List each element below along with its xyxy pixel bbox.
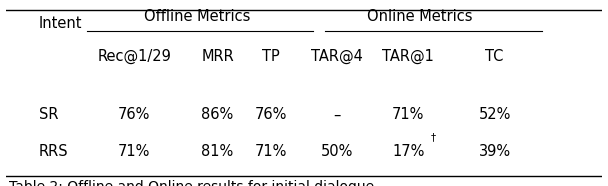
Text: 76%: 76% — [118, 107, 150, 122]
Text: 71%: 71% — [118, 144, 150, 159]
Text: Table 2: Offline and Online results for initial dialogue: Table 2: Offline and Online results for … — [9, 180, 374, 186]
Text: TAR@1: TAR@1 — [382, 49, 434, 64]
Text: 17%: 17% — [392, 144, 424, 159]
Text: 71%: 71% — [392, 107, 424, 122]
Text: 86%: 86% — [201, 107, 233, 122]
Text: –: – — [333, 107, 340, 122]
Text: TC: TC — [485, 49, 504, 64]
Text: 71%: 71% — [255, 144, 288, 159]
Text: Rec@1/29: Rec@1/29 — [97, 49, 171, 64]
Text: RRS: RRS — [39, 144, 69, 159]
Text: 50%: 50% — [320, 144, 353, 159]
Text: Offline Metrics: Offline Metrics — [143, 9, 250, 24]
Text: SR: SR — [39, 107, 58, 122]
Text: 52%: 52% — [478, 107, 511, 122]
Text: 76%: 76% — [255, 107, 288, 122]
Text: Intent: Intent — [39, 16, 82, 31]
Text: TAR@4: TAR@4 — [311, 49, 363, 64]
Text: TP: TP — [263, 49, 280, 64]
Text: MRR: MRR — [201, 49, 234, 64]
Text: 81%: 81% — [201, 144, 233, 159]
Text: 39%: 39% — [478, 144, 511, 159]
Text: †: † — [431, 132, 436, 142]
Text: Online Metrics: Online Metrics — [367, 9, 473, 24]
